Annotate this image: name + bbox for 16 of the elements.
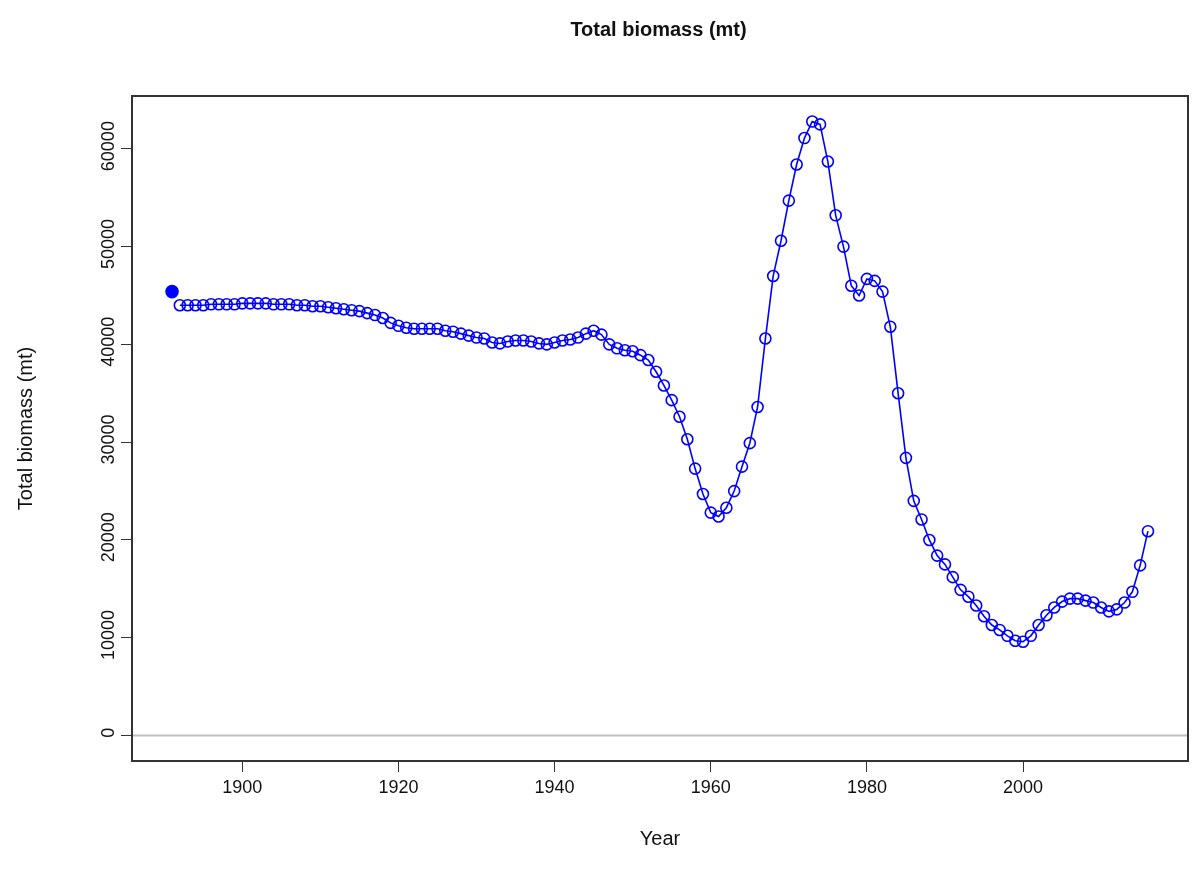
chart-title: Total biomass (mt) <box>570 18 747 41</box>
y-tick-label: 30000 <box>98 414 119 465</box>
x-tick-label: 2000 <box>1003 777 1044 798</box>
y-axis-title: Total biomass (mt) <box>14 346 37 511</box>
x-tick-label: 1960 <box>690 777 731 798</box>
x-axis-title: Year <box>639 827 681 850</box>
x-tick-label: 1980 <box>846 777 887 798</box>
y-tick-label: 40000 <box>98 316 119 367</box>
y-tick-label: 20000 <box>98 512 119 563</box>
x-tick-label: 1940 <box>534 777 575 798</box>
y-tick-label: 10000 <box>98 610 119 661</box>
y-tick-label: 0 <box>98 727 119 738</box>
y-tick-label: 50000 <box>98 218 119 269</box>
y-tick-label: 60000 <box>98 121 119 172</box>
x-tick-label: 1920 <box>378 777 419 798</box>
x-tick-label: 1900 <box>222 777 263 798</box>
